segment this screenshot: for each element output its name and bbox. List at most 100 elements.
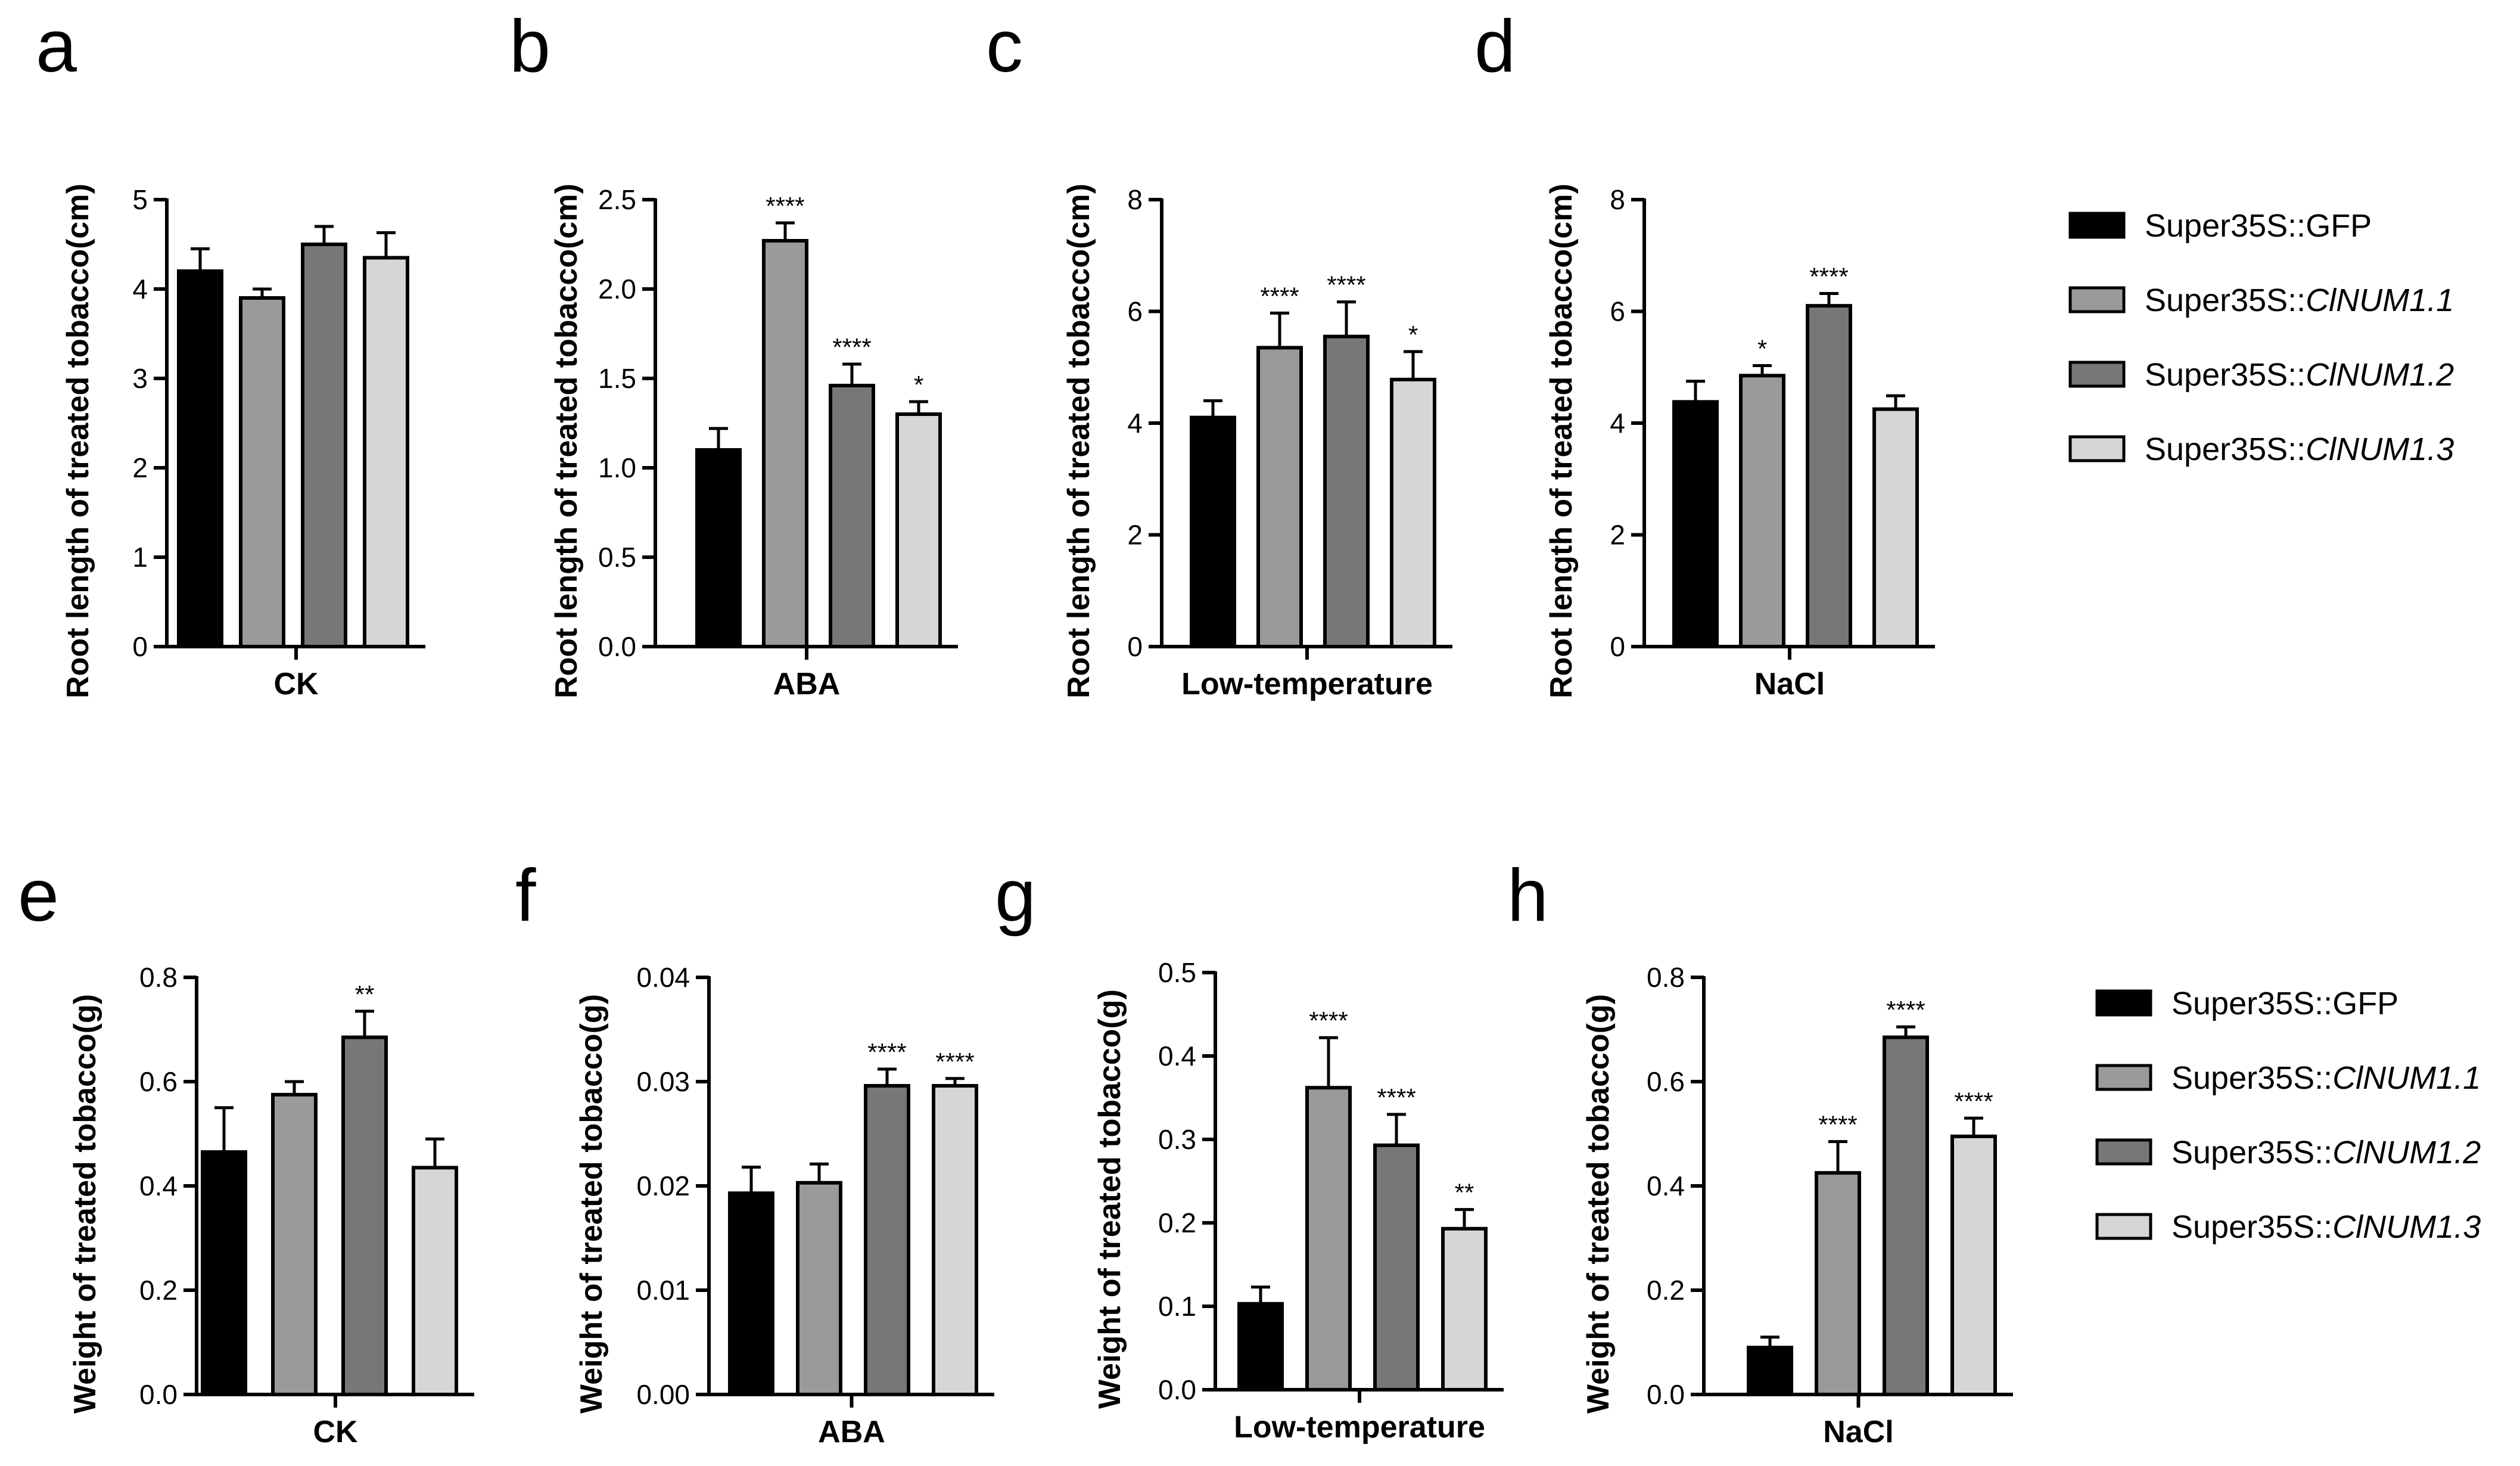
bar <box>177 269 223 648</box>
y-tick-label: 0.5 <box>1158 957 1196 988</box>
bar <box>1672 400 1719 648</box>
y-tick-label: 0.5 <box>598 542 636 573</box>
y-tick-label: 2 <box>1610 520 1625 551</box>
y-axis-label: Root length of treated tobacco(cm) <box>549 184 584 698</box>
y-axis-label: Root length of treated tobacco(cm) <box>1544 184 1579 698</box>
bar <box>1872 407 1919 648</box>
bar <box>1815 1171 1861 1396</box>
bar <box>762 239 808 648</box>
legend-label: Super35S::ClNUM1.2 <box>2145 357 2454 393</box>
y-tick-label: 5 <box>132 184 148 215</box>
legend-label: Super35S::ClNUM1.1 <box>2145 282 2454 318</box>
legend-swatch <box>2095 989 2152 1017</box>
bar <box>695 448 742 648</box>
significance-label: **** <box>1809 263 1848 291</box>
panel-letter: f <box>515 855 536 937</box>
y-tick-label: 0.4 <box>1158 1041 1196 1071</box>
x-axis-label: Low-temperature <box>1181 667 1433 701</box>
y-tick-label: 4 <box>1127 408 1143 439</box>
legend-bottom: Super35S::GFPSuper35S::ClNUM1.1Super35S:… <box>2095 986 2481 1245</box>
significance-label: **** <box>1327 271 1365 299</box>
significance-label: * <box>1757 334 1767 362</box>
significance-label: **** <box>935 1048 974 1076</box>
bar <box>412 1166 458 1396</box>
bar <box>1739 374 1785 648</box>
y-tick-label: 0.8 <box>1647 962 1685 993</box>
y-tick-label: 0.03 <box>636 1066 690 1097</box>
legend-label: Super35S::ClNUM1.1 <box>2171 1060 2481 1096</box>
y-tick-label: 2.0 <box>598 274 636 305</box>
y-tick-label: 0.1 <box>1158 1291 1196 1322</box>
bar <box>796 1181 842 1396</box>
x-axis-label: Low-temperature <box>1234 1410 1485 1445</box>
panel-g: g Low-temperature 0.0 0.1 0.2 0.3 0.4 0.5 Weight… <box>995 855 1504 1445</box>
legend-swatch <box>2068 286 2126 313</box>
significance-label: ** <box>355 980 375 1008</box>
x-axis-label: CK <box>273 667 319 701</box>
y-tick-label: 0.3 <box>1158 1124 1196 1155</box>
bar <box>201 1150 247 1396</box>
y-tick-label: 0 <box>1610 631 1625 662</box>
y-tick-label: 0.2 <box>139 1275 178 1306</box>
panel-letter: d <box>1474 5 1516 88</box>
y-tick-label: 0.0 <box>1647 1379 1685 1410</box>
bar <box>1237 1302 1284 1392</box>
legend-swatch <box>2095 1064 2152 1091</box>
panel-a: a CK 0 1 2 3 4 5 Root length of treated tobacco(… <box>36 5 425 701</box>
y-tick-label: 1.5 <box>598 363 636 394</box>
y-axis-label: Weight of treated tobacco(g) <box>1581 994 1616 1414</box>
bar <box>271 1092 318 1396</box>
y-tick-label: 1 <box>132 542 148 573</box>
x-axis-label: NaCl <box>1754 667 1825 701</box>
bar <box>1390 377 1436 648</box>
legend-label: Super35S::ClNUM1.3 <box>2171 1209 2481 1245</box>
panel-letter: c <box>986 5 1023 88</box>
y-tick-label: 0.2 <box>1647 1275 1685 1306</box>
panel-f: f ABA 0.00 0.01 0.02 0.03 0.04 Weight of treate… <box>515 855 994 1449</box>
y-tick-label: 0.01 <box>636 1275 690 1306</box>
significance-label: **** <box>832 333 871 361</box>
y-axis-label: Weight of treated tobacco(g) <box>68 994 102 1414</box>
significance-label: **** <box>766 192 804 220</box>
y-tick-label: 6 <box>1127 296 1143 327</box>
panel-h: h NaCl 0.0 0.2 0.4 0.6 0.8 Weight of treated to… <box>1507 855 2013 1449</box>
bar <box>1323 334 1370 648</box>
bar <box>932 1084 978 1396</box>
bar <box>895 412 942 648</box>
bar <box>1373 1143 1420 1392</box>
y-axis-label: Root length of treated tobacco(cm) <box>61 184 95 698</box>
y-tick-label: 0.02 <box>636 1170 690 1201</box>
bar <box>1190 415 1236 648</box>
panel-letter: e <box>18 855 59 937</box>
y-axis-label: Root length of treated tobacco(cm) <box>1062 184 1096 698</box>
panel-d: d NaCl 0 2 4 6 8 Root length of treated tobacco… <box>1474 5 1935 701</box>
bar <box>829 384 875 648</box>
significance-label: **** <box>1260 282 1299 310</box>
x-axis-label: ABA <box>773 667 841 701</box>
y-tick-label: 0.8 <box>139 962 178 993</box>
bar <box>1806 304 1852 648</box>
bar <box>341 1035 388 1396</box>
y-tick-label: 0.0 <box>1158 1374 1196 1405</box>
significance-label: **** <box>1886 996 1925 1024</box>
panel-letter: b <box>509 5 550 88</box>
y-tick-label: 0.4 <box>1647 1170 1685 1201</box>
y-tick-label: 0 <box>132 631 148 662</box>
bar <box>1747 1346 1793 1396</box>
y-tick-label: 2 <box>132 452 148 483</box>
y-tick-label: 2.5 <box>598 184 636 215</box>
y-tick-label: 1.0 <box>598 452 636 483</box>
y-tick-label: 0 <box>1127 631 1143 662</box>
y-tick-label: 8 <box>1127 184 1143 215</box>
y-tick-label: 0.00 <box>636 1379 690 1410</box>
bar <box>728 1191 774 1396</box>
y-tick-label: 0.04 <box>636 962 690 993</box>
y-axis-label: Weight of treated tobacco(g) <box>574 994 609 1414</box>
panel-letter: g <box>995 855 1036 937</box>
y-tick-label: 4 <box>1610 408 1625 439</box>
panel-c: c Low-temperature 0 2 4 6 8 Root length of trea… <box>986 5 1452 701</box>
y-tick-label: 0.0 <box>598 631 636 662</box>
legend-swatch <box>2068 361 2126 388</box>
legend-label: Super35S::ClNUM1.3 <box>2145 431 2454 467</box>
panel-b: b ABA 0.0 0.5 1.0 1.5 2.0 2.5 Root length of tre… <box>509 5 958 701</box>
